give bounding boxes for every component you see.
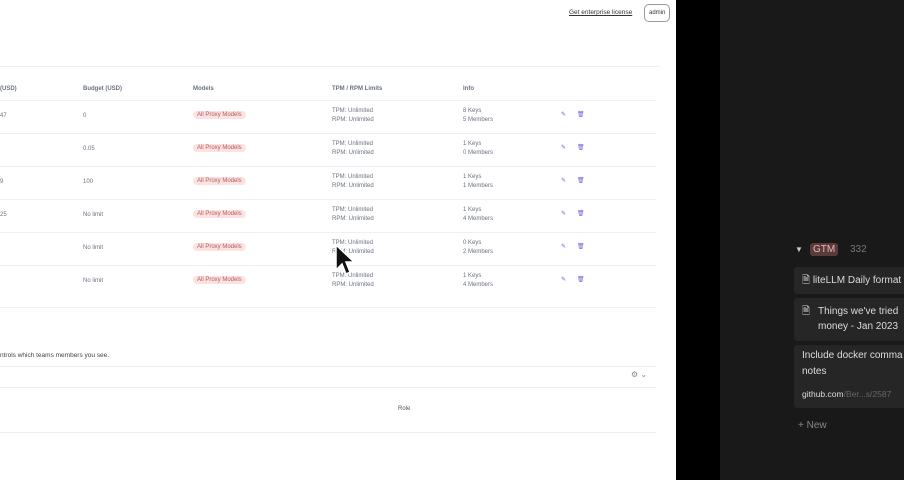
col-spend: (USD) xyxy=(0,86,17,92)
trash-icon[interactable]: 🗑 xyxy=(577,112,585,118)
keys-cell: 8 Keys xyxy=(463,108,482,114)
members-cell: 1 Members xyxy=(463,183,494,189)
col-limits: TPM / RPM Limits xyxy=(332,86,383,92)
page-icon: 🗎 xyxy=(802,275,813,286)
card-title: liteLLM Daily format xyxy=(812,275,902,286)
budget-cell: 0.05 xyxy=(83,146,95,152)
table-row: 0.05 All Proxy Models TPM: Unlimited RPM… xyxy=(0,133,656,166)
keys-cell: 0 Keys xyxy=(463,240,482,246)
tpm-cell: TPM: Unlimited xyxy=(332,174,374,180)
table-row: 25 No limit All Proxy Models TPM: Unlimi… xyxy=(0,199,656,232)
page-icon: 🗎 xyxy=(802,306,811,317)
tpm-cell: TPM: Unlimited xyxy=(332,207,374,213)
rpm-cell: RPM: Unlimited xyxy=(332,150,374,156)
members-cell: 4 Members xyxy=(463,282,494,288)
trash-icon[interactable]: 🗑 xyxy=(577,277,585,283)
divider xyxy=(0,307,656,308)
edit-icon[interactable]: ✎ xyxy=(561,244,567,250)
members-cell: 2 Members xyxy=(463,249,494,255)
card-link-path: /Ber...s/2587 xyxy=(843,389,892,399)
table-row: 47 0 All Proxy Models TPM: Unlimited RPM… xyxy=(0,100,656,133)
trash-icon[interactable]: 🗑 xyxy=(577,244,585,250)
collapse-triangle-icon[interactable]: ▼ xyxy=(795,245,803,254)
enterprise-license-link[interactable]: Get enterprise license xyxy=(569,9,633,16)
edit-icon[interactable]: ✎ xyxy=(561,277,567,283)
edit-icon[interactable]: ✎ xyxy=(561,112,567,118)
trash-icon[interactable]: 🗑 xyxy=(577,145,585,151)
models-badge: All Proxy Models xyxy=(193,177,246,185)
card-link[interactable]: github.com xyxy=(802,389,844,399)
members-cell: 0 Members xyxy=(463,150,494,156)
budget-cell: 100 xyxy=(83,179,94,185)
trash-icon[interactable]: 🗑 xyxy=(577,211,585,217)
litellm-admin-panel: Get enterprise license admin (USD) Budge… xyxy=(0,0,676,480)
models-badge: All Proxy Models xyxy=(193,111,246,119)
rpm-cell: RPM: Unlimited xyxy=(332,216,374,222)
budget-cell: No limit xyxy=(83,278,104,284)
edit-icon[interactable]: ✎ xyxy=(561,145,567,151)
divider xyxy=(0,432,656,433)
spend-cell: 25 xyxy=(0,212,7,218)
edit-icon[interactable]: ✎ xyxy=(561,178,567,184)
col-info: Info xyxy=(463,86,474,92)
notion-board-panel: ▼ GTM 332 🗎 liteLLM Daily format 🗎 Things… xyxy=(720,0,904,480)
new-label: New xyxy=(806,420,827,431)
group-tag-gtm[interactable]: GTM xyxy=(810,243,839,256)
models-badge: All Proxy Models xyxy=(193,144,246,152)
trash-icon[interactable]: 🗑 xyxy=(577,178,585,184)
card-title: Things we've tried money - Jan 2023 xyxy=(818,306,899,332)
admin-user-button[interactable]: admin xyxy=(644,4,671,22)
plus-icon: + xyxy=(798,420,807,431)
new-card-button[interactable]: + New xyxy=(798,420,827,431)
models-badge: All Proxy Models xyxy=(193,276,246,284)
card-title: Include docker comma notes xyxy=(802,350,903,377)
members-toolbar xyxy=(0,366,656,388)
spend-cell: 47 xyxy=(0,113,7,119)
rpm-cell: RPM: Unlimited xyxy=(332,282,374,288)
tpm-cell: TPM: Unlimited xyxy=(332,273,374,279)
group-count: 332 xyxy=(850,244,867,255)
card-2[interactable]: 🗎 Things we've tried money - Jan 2023 xyxy=(794,298,904,341)
table-row: 9 100 All Proxy Models TPM: Unlimited RP… xyxy=(0,166,656,199)
role-column-header: Role xyxy=(398,406,411,412)
spend-cell: 9 xyxy=(0,179,4,185)
mouse-cursor-icon xyxy=(335,244,356,276)
members-description: ntrols which teams members you see. xyxy=(0,352,110,359)
members-cell: 5 Members xyxy=(463,117,494,123)
tpm-cell: TPM: Unlimited xyxy=(332,240,374,246)
keys-cell: 1 Keys xyxy=(463,207,482,213)
divider xyxy=(0,66,660,67)
table-row: No limit All Proxy Models TPM: Unlimited… xyxy=(0,265,656,298)
card-3[interactable]: Include docker comma notes github.com/Be… xyxy=(794,345,904,408)
keys-cell: 1 Keys xyxy=(463,273,482,279)
models-badge: All Proxy Models xyxy=(193,243,246,251)
card-1[interactable]: 🗎 liteLLM Daily format xyxy=(794,267,904,294)
keys-cell: 1 Keys xyxy=(463,141,482,147)
edit-icon[interactable]: ✎ xyxy=(561,211,567,217)
budget-cell: No limit xyxy=(83,212,104,218)
rpm-cell: RPM: Unlimited xyxy=(332,117,374,123)
col-budget: Budget (USD) xyxy=(83,86,122,92)
keys-cell: 1 Keys xyxy=(463,174,482,180)
budget-cell: No limit xyxy=(83,245,104,251)
tpm-cell: TPM: Unlimited xyxy=(332,141,374,147)
models-badge: All Proxy Models xyxy=(193,210,246,218)
tpm-cell: TPM: Unlimited xyxy=(332,108,374,114)
table-row: No limit All Proxy Models TPM: Unlimited… xyxy=(0,232,656,265)
rpm-cell: RPM: Unlimited xyxy=(332,183,374,189)
budget-cell: 0 xyxy=(83,113,87,119)
settings-gear-icon[interactable]: ⚙ ⌄ xyxy=(631,370,648,379)
col-models: Models xyxy=(193,86,214,92)
members-cell: 4 Members xyxy=(463,216,494,222)
rpm-cell: RPM: Unlimited xyxy=(332,249,374,255)
